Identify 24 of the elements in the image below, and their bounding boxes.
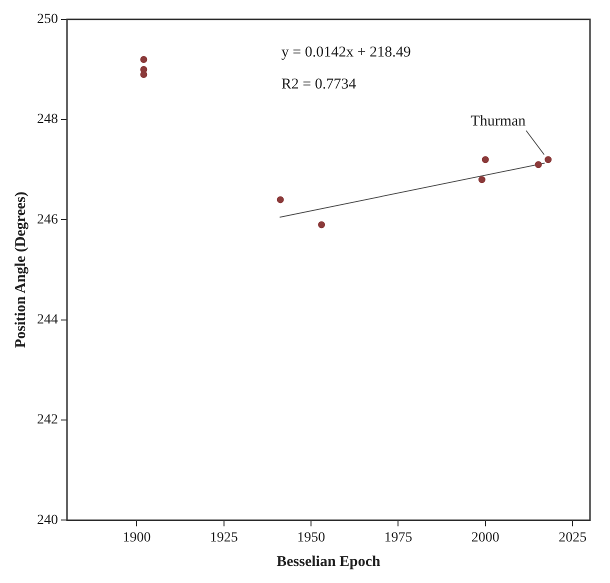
y-tick-label: 242 [37,412,58,428]
point [276,196,284,204]
y-tick-label: 240 [37,512,58,528]
point [478,176,486,184]
x-tick-label: 1900 [122,530,151,546]
x-tick-label: 1925 [210,530,238,546]
annotation: Thurman [470,114,526,130]
annotation: y = 0.0142x + 218.49 [281,44,411,60]
y-tick-label: 244 [37,312,58,328]
point [140,56,148,63]
point [318,221,326,228]
point [544,156,552,164]
x-axis-title: Besselian Epoch [276,554,382,570]
point [534,161,542,168]
y-axis-title: Position Angle (Degrees) [12,192,29,348]
y-tick-label: 248 [37,112,58,128]
x-tick-label: 1975 [384,530,412,546]
y-tick-label: 246 [37,212,58,228]
annotation: R2 = 0.7734 [281,76,357,92]
x-tick-label: 1950 [297,530,326,546]
x-tick-label: 2025 [558,530,587,546]
point [482,156,489,164]
y-tick-label: 250 [37,12,58,28]
x-tick-label: 2000 [471,530,500,546]
